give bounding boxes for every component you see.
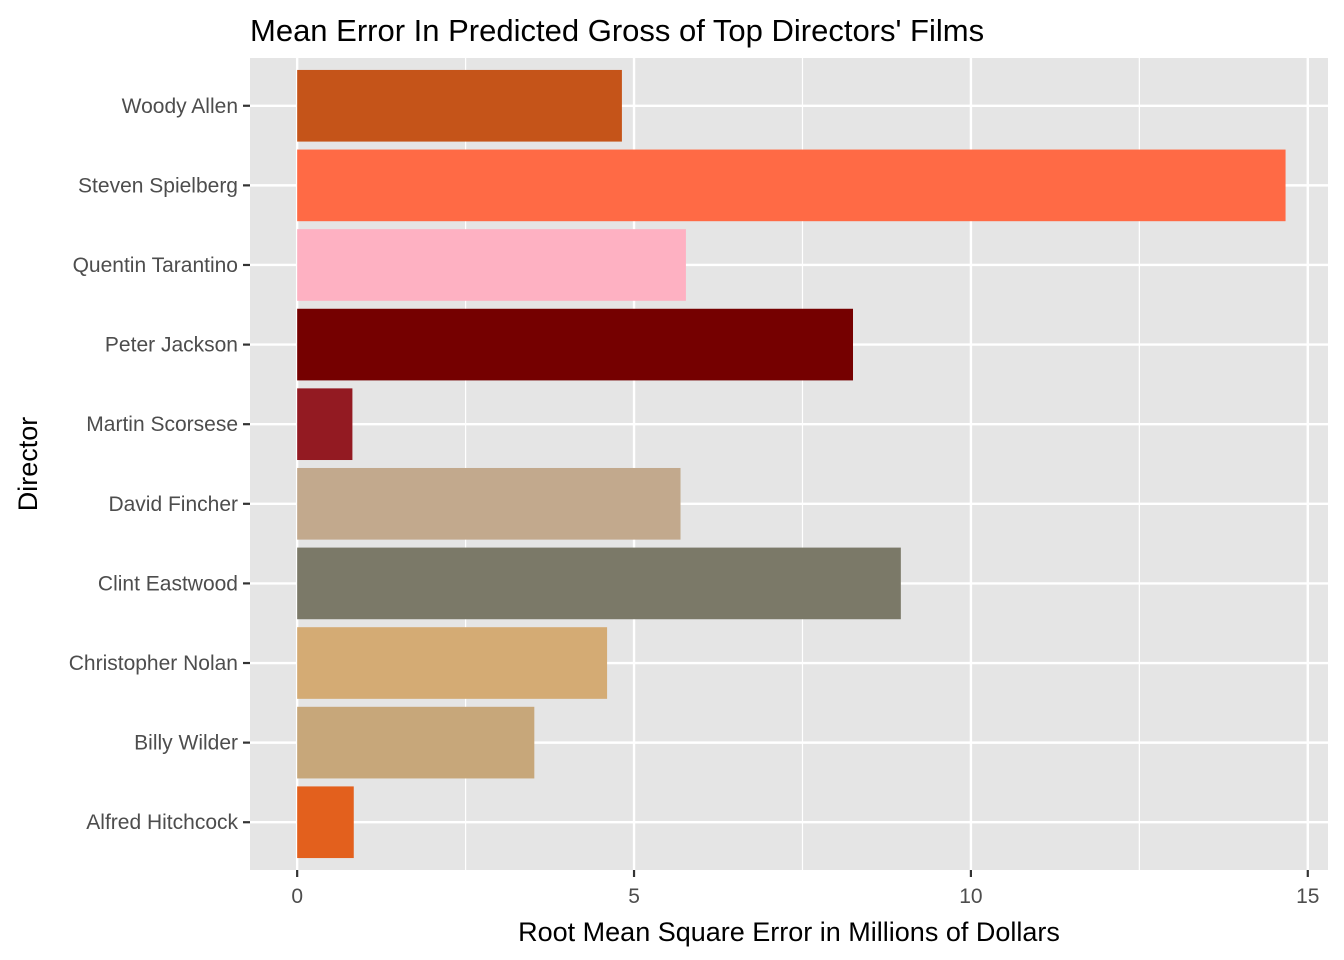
y-tick-label: David Fincher [108,493,238,516]
x-axis-title: Root Mean Square Error in Millions of Do… [518,917,1060,947]
bar [297,229,686,301]
bar [297,467,681,540]
x-tick-label: 10 [959,885,982,908]
bar [297,547,901,620]
x-tick-label: 5 [628,885,640,908]
y-axis-title: Director [13,417,43,512]
y-tick-label: Clint Eastwood [98,572,238,595]
chart-title: Mean Error In Predicted Gross of Top Dir… [250,13,984,48]
y-tick-label: Woody Allen [122,95,238,118]
x-tick-label: 0 [291,885,303,908]
y-tick-label: Alfred Hitchcock [86,811,238,834]
y-tick-label: Martin Scorsese [86,413,238,436]
x-axis-ticks: 0 5 10 15 [291,870,1319,908]
bar [297,706,535,779]
bar [297,627,608,699]
y-tick-label: Christopher Nolan [69,652,238,675]
bar [297,786,354,859]
bar [297,69,622,142]
y-tick-label: Steven Spielberg [78,174,238,197]
y-tick-label: Billy Wilder [134,732,238,755]
bar [297,388,353,461]
y-axis-ticks: Woody Allen Steven Spielberg Quentin Taran… [69,95,250,834]
y-tick-label: Quentin Tarantino [73,254,238,277]
x-tick-label: 15 [1296,885,1319,908]
bar [297,308,854,381]
bar [297,149,1286,222]
y-tick-label: Peter Jackson [105,334,238,357]
bars-group [297,69,1286,859]
